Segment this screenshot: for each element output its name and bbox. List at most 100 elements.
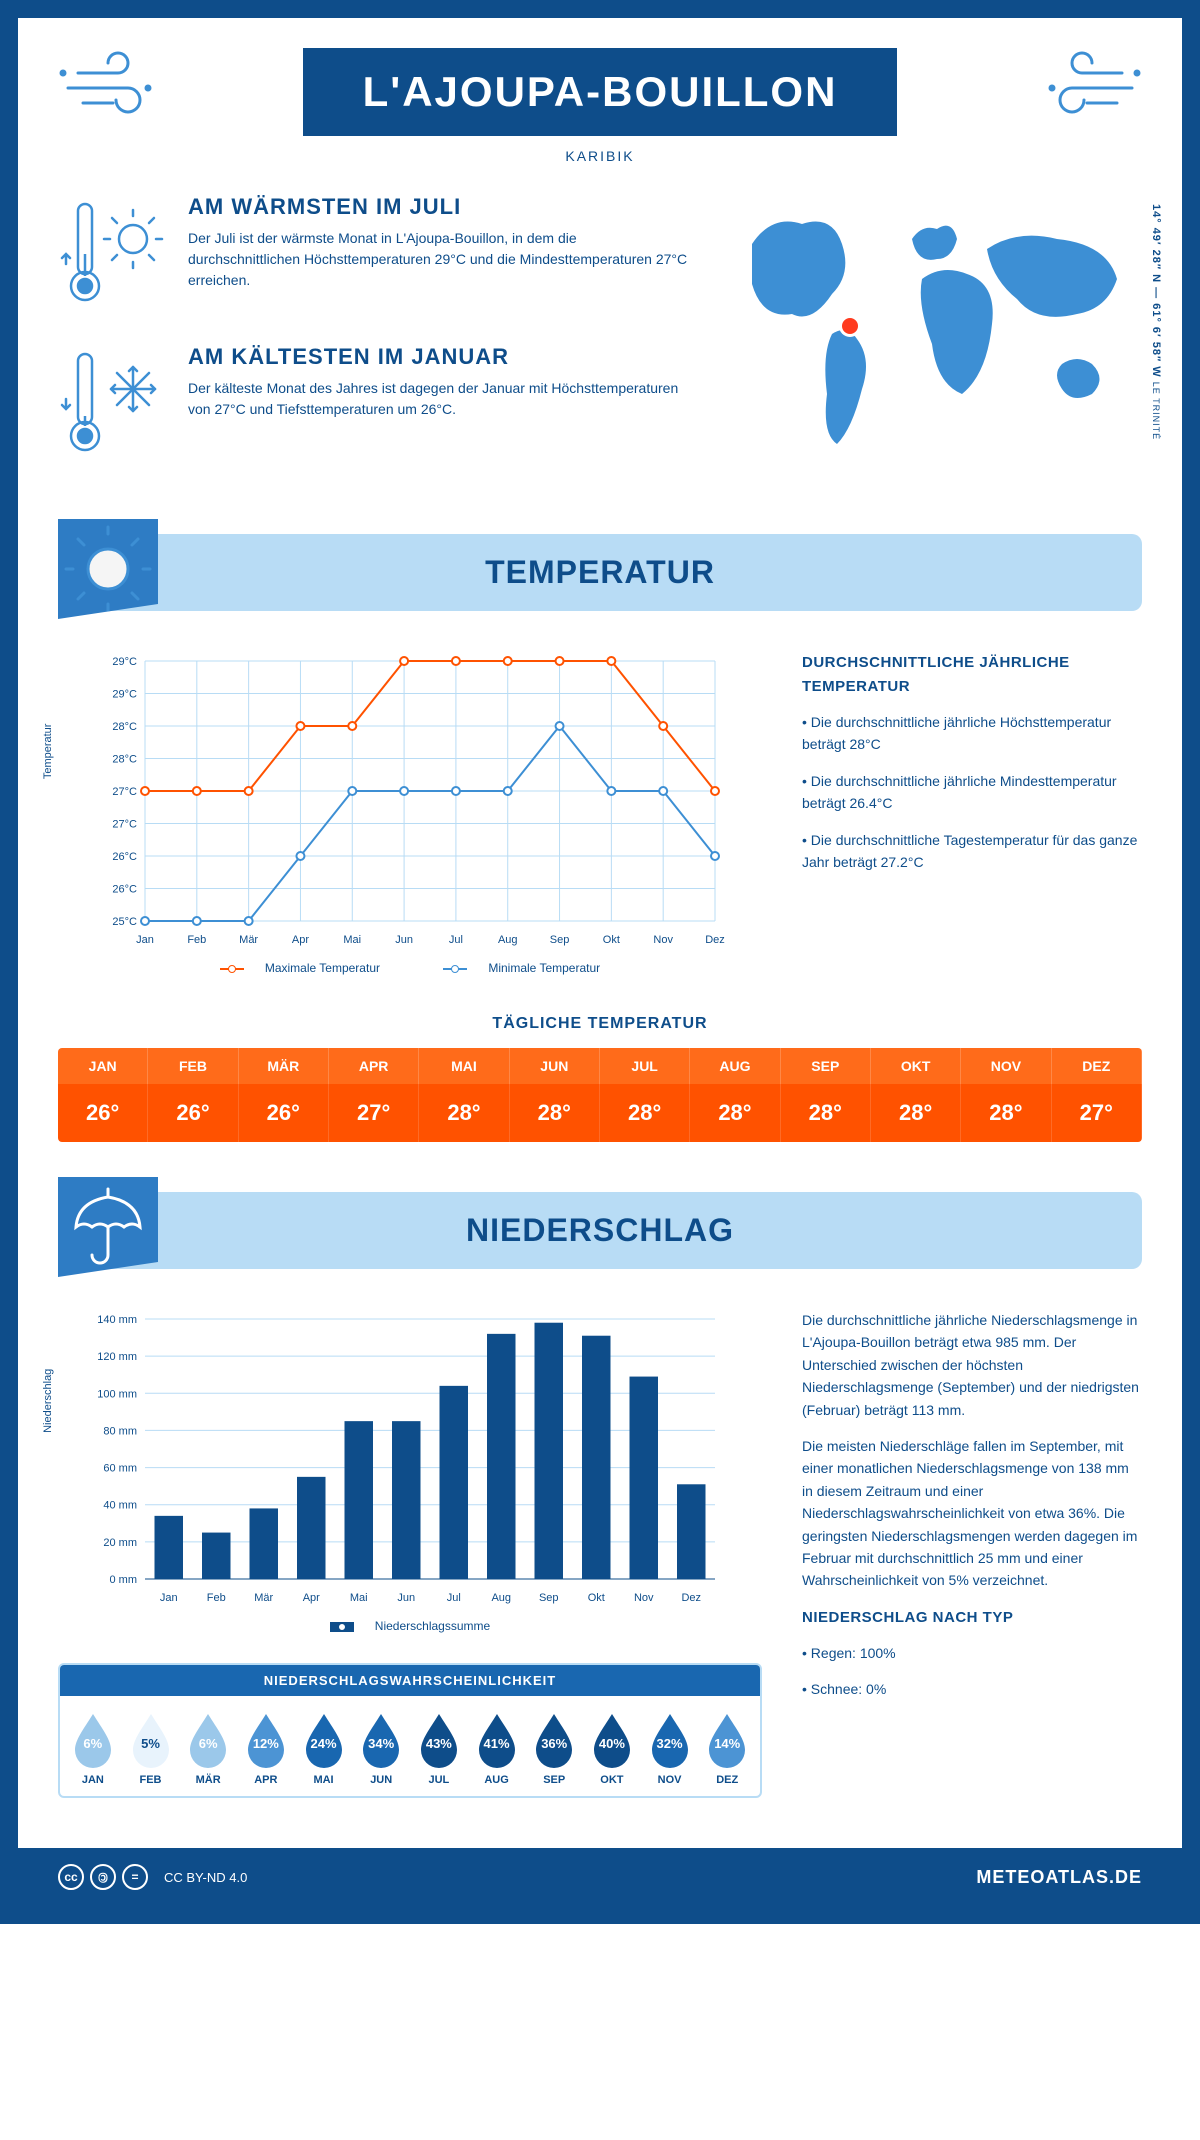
- svg-text:Aug: Aug: [498, 934, 518, 946]
- svg-text:140 mm: 140 mm: [97, 1314, 137, 1326]
- world-map: 14° 49′ 28″ N — 61° 6′ 58″ W LE TRINITÉ: [722, 194, 1142, 494]
- svg-text:60 mm: 60 mm: [103, 1463, 137, 1475]
- svg-text:26°C: 26°C: [112, 884, 137, 896]
- bullet: • Die durchschnittliche jährliche Mindes…: [802, 770, 1142, 815]
- daily-cell: AUG 28°: [690, 1048, 780, 1142]
- top-info-row: AM WÄRMSTEN IM JULI Der Juli ist der wär…: [58, 194, 1142, 494]
- svg-text:Dez: Dez: [705, 934, 725, 946]
- svg-text:Mär: Mär: [239, 934, 258, 946]
- footer: cc 🄯 = CC BY-ND 4.0 METEOATLAS.DE: [18, 1848, 1182, 1906]
- precipitation-section-title: NIEDERSCHLAG: [58, 1192, 1142, 1269]
- coldest-title: AM KÄLTESTEN IM JANUAR: [188, 344, 692, 370]
- svg-text:Apr: Apr: [303, 1592, 320, 1604]
- svg-text:Jan: Jan: [136, 934, 154, 946]
- precipitation-probability: NIEDERSCHLAGSWAHRSCHEINLICHKEIT 6% JAN 5…: [58, 1663, 762, 1798]
- svg-text:0 mm: 0 mm: [110, 1574, 138, 1586]
- bullet: • Die durchschnittliche jährliche Höchst…: [802, 711, 1142, 756]
- page-subtitle: KARIBIK: [58, 148, 1142, 164]
- license-icons: cc 🄯 = CC BY-ND 4.0: [58, 1864, 247, 1890]
- drop-cell: 36% SEP: [527, 1710, 581, 1786]
- coldest-text: Der kälteste Monat des Jahres ist dagege…: [188, 378, 692, 420]
- infographic-frame: L'AJOUPA-BOUILLON KARIBIK: [0, 0, 1200, 1924]
- precipitation-bar-chart: Niederschlag 0 mm20 mm40 mm60 mm80 mm100…: [58, 1309, 762, 1798]
- temperature-chart-row: Temperatur 25°C26°C26°C27°C27°C28°C28°C2…: [58, 651, 1142, 975]
- svg-text:Feb: Feb: [207, 1592, 226, 1604]
- svg-text:Apr: Apr: [292, 934, 309, 946]
- svg-text:25°C: 25°C: [112, 916, 137, 928]
- temperature-legend: Maximale Temperatur Minimale Temperatur: [58, 961, 762, 975]
- drop-cell: 5% FEB: [124, 1710, 178, 1786]
- svg-text:Sep: Sep: [550, 934, 570, 946]
- daily-cell: APR 27°: [329, 1048, 419, 1142]
- daily-cell: SEP 28°: [781, 1048, 871, 1142]
- svg-text:Okt: Okt: [588, 1592, 605, 1604]
- svg-text:Jun: Jun: [397, 1592, 415, 1604]
- warmest-title: AM WÄRMSTEN IM JULI: [188, 194, 692, 220]
- world-map-svg: [722, 194, 1142, 454]
- page-title: L'AJOUPA-BOUILLON: [303, 48, 898, 136]
- daily-temperature-bar: JAN 26° FEB 26° MÄR 26° APR 27° MAI 28° …: [58, 1048, 1142, 1142]
- precipitation-chart-row: Niederschlag 0 mm20 mm40 mm60 mm80 mm100…: [58, 1309, 1142, 1798]
- svg-text:100 mm: 100 mm: [97, 1388, 137, 1400]
- drop-cell: 6% MÄR: [181, 1710, 235, 1786]
- daily-cell: NOV 28°: [961, 1048, 1051, 1142]
- daily-cell: DEZ 27°: [1052, 1048, 1142, 1142]
- by-icon: 🄯: [90, 1864, 116, 1890]
- warmest-text: Der Juli ist der wärmste Monat in L'Ajou…: [188, 228, 692, 291]
- daily-cell: OKT 28°: [871, 1048, 961, 1142]
- wind-icon: [1022, 48, 1142, 128]
- svg-text:Jan: Jan: [160, 1592, 178, 1604]
- drop-cell: 41% AUG: [470, 1710, 524, 1786]
- svg-text:Mai: Mai: [343, 934, 361, 946]
- svg-text:Jul: Jul: [449, 934, 463, 946]
- bullet: • Die durchschnittliche Tagestemperatur …: [802, 829, 1142, 874]
- header: L'AJOUPA-BOUILLON KARIBIK: [58, 48, 1142, 164]
- svg-text:26°C: 26°C: [112, 851, 137, 863]
- svg-text:29°C: 29°C: [112, 656, 137, 668]
- svg-text:Mär: Mär: [254, 1592, 273, 1604]
- svg-text:80 mm: 80 mm: [103, 1425, 137, 1437]
- daily-cell: JUL 28°: [600, 1048, 690, 1142]
- svg-text:Dez: Dez: [681, 1592, 701, 1604]
- nd-icon: =: [122, 1864, 148, 1890]
- svg-text:27°C: 27°C: [112, 819, 137, 831]
- drop-cell: 12% APR: [239, 1710, 293, 1786]
- daily-cell: FEB 26°: [148, 1048, 238, 1142]
- coldest-fact: AM KÄLTESTEN IM JANUAR Der kälteste Mona…: [58, 344, 692, 464]
- umbrella-icon: [58, 1177, 158, 1277]
- drop-cell: 6% JAN: [66, 1710, 120, 1786]
- temperature-line-chart: Temperatur 25°C26°C26°C27°C27°C28°C28°C2…: [58, 651, 762, 975]
- temperature-section-title: TEMPERATUR: [58, 534, 1142, 611]
- temperature-facts: AM WÄRMSTEN IM JULI Der Juli ist der wär…: [58, 194, 692, 494]
- thermometer-snow-icon: [58, 344, 168, 464]
- svg-text:28°C: 28°C: [112, 721, 137, 733]
- daily-cell: JUN 28°: [510, 1048, 600, 1142]
- precipitation-legend: Niederschlagssumme: [58, 1619, 762, 1633]
- svg-text:29°C: 29°C: [112, 689, 137, 701]
- svg-text:120 mm: 120 mm: [97, 1351, 137, 1363]
- daily-cell: JAN 26°: [58, 1048, 148, 1142]
- svg-text:Jul: Jul: [447, 1592, 461, 1604]
- cc-icon: cc: [58, 1864, 84, 1890]
- svg-text:Aug: Aug: [491, 1592, 511, 1604]
- wind-icon: [58, 48, 178, 128]
- drop-cell: 40% OKT: [585, 1710, 639, 1786]
- svg-text:Okt: Okt: [603, 934, 620, 946]
- warmest-fact: AM WÄRMSTEN IM JULI Der Juli ist der wär…: [58, 194, 692, 314]
- thermometer-sun-icon: [58, 194, 168, 314]
- drop-cell: 14% DEZ: [700, 1710, 754, 1786]
- svg-text:Nov: Nov: [634, 1592, 654, 1604]
- bullet: • Regen: 100%: [802, 1642, 1142, 1664]
- brand: METEOATLAS.DE: [976, 1867, 1142, 1888]
- svg-text:Nov: Nov: [653, 934, 673, 946]
- svg-text:28°C: 28°C: [112, 754, 137, 766]
- drop-cell: 34% JUN: [354, 1710, 408, 1786]
- daily-cell: MAI 28°: [419, 1048, 509, 1142]
- svg-text:Mai: Mai: [350, 1592, 368, 1604]
- bullet: • Schnee: 0%: [802, 1678, 1142, 1700]
- drop-cell: 43% JUL: [412, 1710, 466, 1786]
- daily-cell: MÄR 26°: [239, 1048, 329, 1142]
- svg-text:Feb: Feb: [187, 934, 206, 946]
- svg-text:40 mm: 40 mm: [103, 1500, 137, 1512]
- daily-temperature-title: TÄGLICHE TEMPERATUR: [58, 1015, 1142, 1033]
